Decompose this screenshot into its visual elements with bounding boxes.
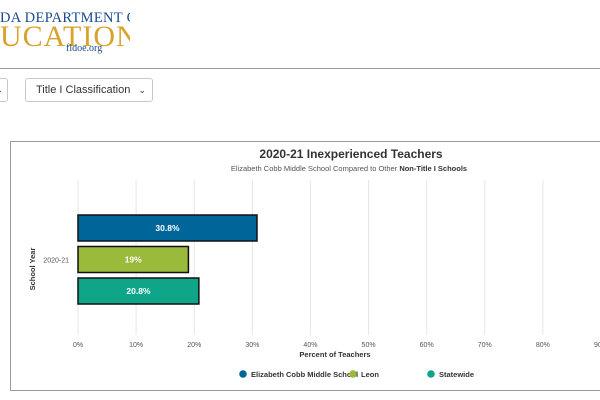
- x-tick-label: 60%: [420, 342, 434, 349]
- bar-1[interactable]: [77, 245, 190, 274]
- logo-department-text: DA DEPARTMENT OF: [0, 10, 130, 26]
- bar-data-label: 20.8%: [126, 286, 151, 296]
- subtitle-bold: Non-Title I Schools: [399, 164, 467, 173]
- bar-chart: 2020-21 Inexperienced Teachers Elizabeth…: [28, 147, 600, 379]
- legend-label: Leon: [361, 370, 379, 379]
- x-tick-label: 80%: [536, 342, 550, 349]
- title-i-classification-select[interactable]: Title I Classification ⌄: [25, 78, 153, 102]
- x-tick-label: 40%: [303, 342, 317, 349]
- bar-0[interactable]: [77, 214, 258, 242]
- legend-marker: [427, 370, 435, 378]
- x-axis-label: Percent of Teachers: [299, 350, 370, 359]
- header-divider: [0, 68, 600, 69]
- x-tick-label: 10%: [129, 342, 143, 349]
- fldoe-logo[interactable]: DA DEPARTMENT OF UCATION fldoe.org: [0, 0, 130, 60]
- school-year-select[interactable]: ⌄: [0, 78, 8, 102]
- y-category-label: 2020-21: [43, 258, 69, 265]
- x-tick-label: 20%: [187, 342, 201, 349]
- x-tick-label: 70%: [478, 342, 492, 349]
- subtitle-prefix: Elizabeth Cobb Middle School Compared to…: [231, 164, 399, 173]
- y-axis-label: School Year: [28, 248, 37, 291]
- logo-url-text: fldoe.org: [66, 43, 103, 54]
- chart-title: 2020-21 Inexperienced Teachers: [259, 147, 443, 161]
- bar-data-label: 30.8%: [155, 223, 180, 233]
- legend-label: Statewide: [439, 370, 474, 379]
- chevron-down-icon: ⌄: [138, 84, 146, 95]
- chart-container: 2020-21 Inexperienced Teachers Elizabeth…: [10, 141, 600, 391]
- chart-subtitle: Elizabeth Cobb Middle School Compared to…: [231, 164, 467, 173]
- logo-education-text: UCATION: [0, 20, 130, 53]
- legend-label: Elizabeth Cobb Middle School: [251, 370, 358, 379]
- legend-marker: [349, 370, 357, 378]
- chevron-down-icon: ⌄: [0, 85, 3, 96]
- x-tick-label: 30%: [245, 342, 259, 349]
- legend-item[interactable]: Elizabeth Cobb Middle School: [239, 370, 358, 379]
- x-tick-label: 90%: [594, 342, 600, 349]
- bar-2[interactable]: [77, 277, 200, 305]
- bar-data-label: 19%: [125, 255, 142, 265]
- legend-item[interactable]: Statewide: [427, 370, 474, 379]
- legend-marker: [239, 370, 247, 378]
- x-tick-label: 0%: [73, 342, 83, 349]
- x-tick-label: 50%: [362, 342, 376, 349]
- title-i-select-label: Title I Classification: [36, 84, 131, 96]
- legend-item[interactable]: Leon: [349, 370, 379, 379]
